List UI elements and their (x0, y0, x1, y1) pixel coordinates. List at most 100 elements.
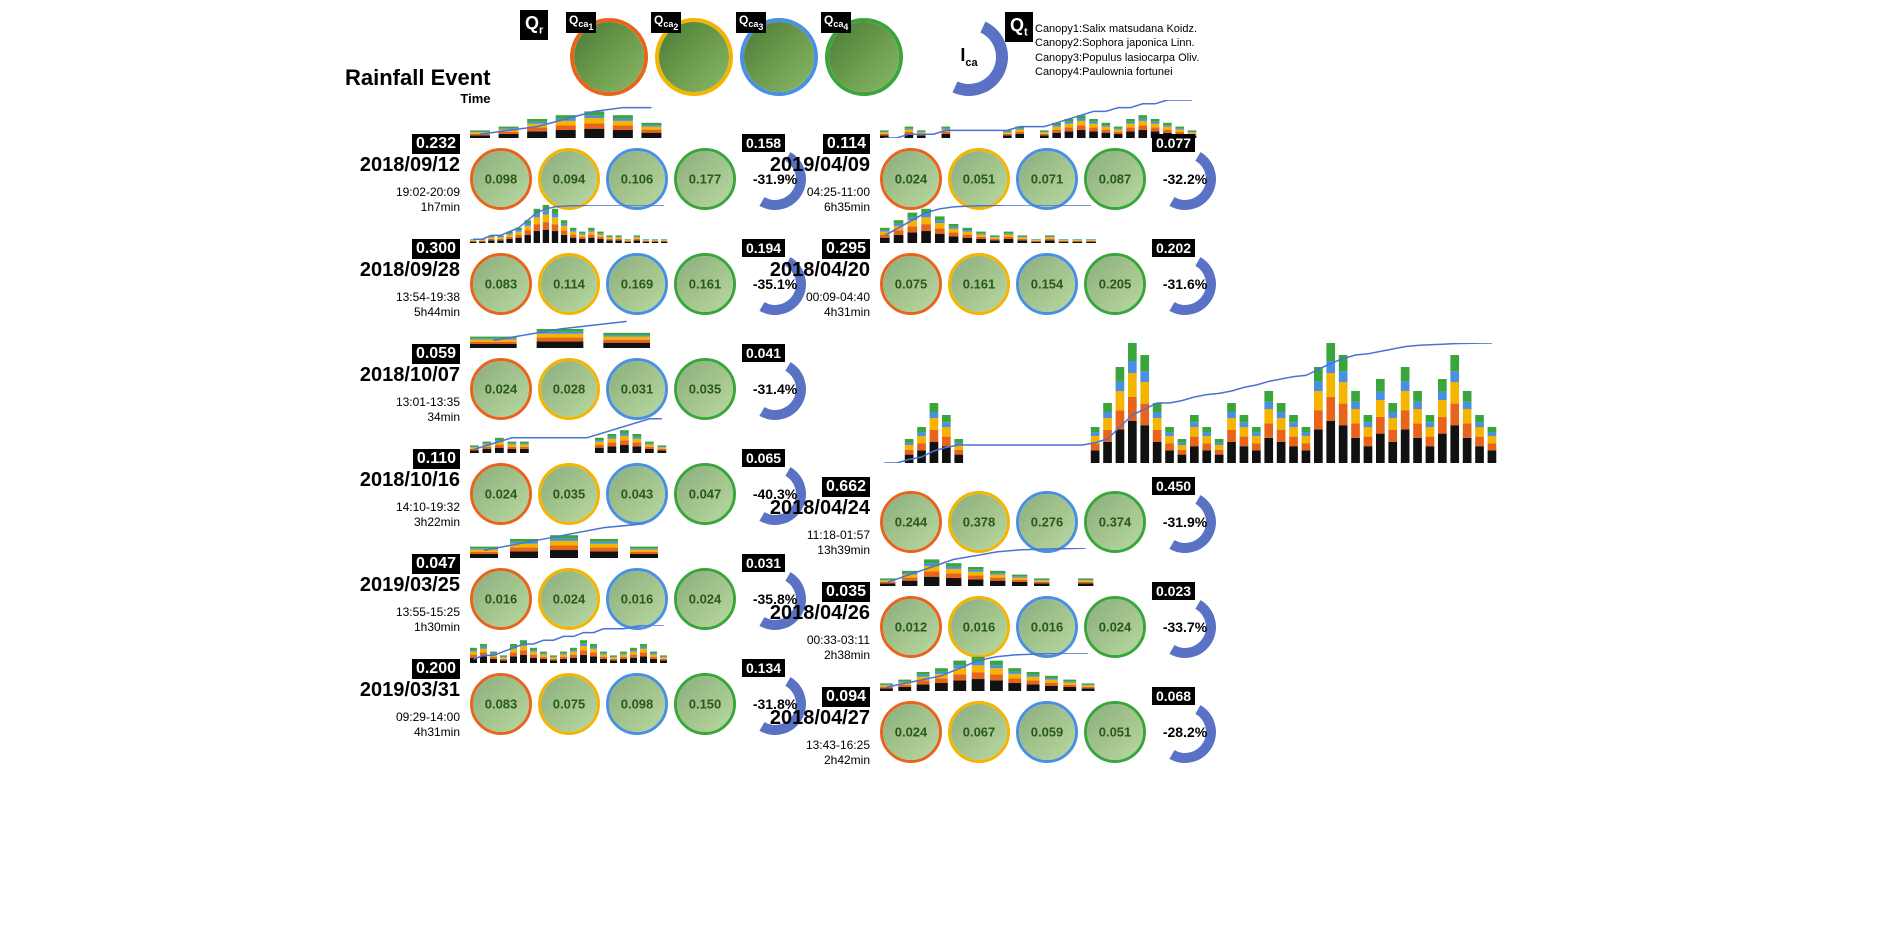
canopy-value-4: 0.150 (674, 673, 736, 735)
ica-text: -31.4% (753, 381, 797, 397)
qr-value: 0.662 (770, 477, 870, 497)
ca-value: 0.378 (963, 515, 996, 530)
event-time: 09:29-14:00 (360, 710, 460, 724)
event-duration: 1h30min (360, 620, 460, 634)
qr-value: 0.110 (360, 449, 460, 469)
ca-value: 0.012 (895, 620, 928, 635)
event-time: 11:18-01:57 (770, 528, 870, 542)
event-date: 2018/09/28 (330, 259, 460, 282)
canopy-value-4: 0.051 (1084, 701, 1146, 763)
event-time: 13:01-13:35 (360, 395, 460, 409)
ca-value: 0.083 (485, 277, 518, 292)
ca-value: 0.047 (689, 487, 722, 502)
legend-line: Canopy1:Salix matsudana Koidz. (1035, 22, 1199, 36)
event-duration: 4h31min (770, 305, 870, 319)
event-date: 2018/04/20 (740, 259, 870, 282)
event-date: 2019/03/31 (330, 679, 460, 702)
canopy-value-4: 0.087 (1084, 148, 1146, 210)
qr-letter: Q (525, 13, 539, 33)
canopy-value-3: 0.059 (1016, 701, 1078, 763)
event-row: 0.0942018/04/2713:43-16:252h42min0.0240.… (770, 683, 1230, 788)
header-qt: Qt (1005, 12, 1033, 42)
ca-value: 0.374 (1099, 515, 1132, 530)
canopy-value-2: 0.024 (538, 568, 600, 630)
canopy-value-3: 0.071 (1016, 148, 1078, 210)
canopy-label: Qca1 (566, 12, 596, 33)
canopy-value-1: 0.244 (880, 491, 942, 553)
sparkline (880, 205, 1100, 243)
canopy-value-3: 0.031 (606, 358, 668, 420)
ca-value: 0.205 (1099, 277, 1132, 292)
legend-line: Canopy4:Paulownia fortunei (1035, 65, 1199, 79)
sparkline-icon (880, 548, 1100, 586)
ica-text: -31.9% (1163, 514, 1207, 530)
sparkline (470, 520, 670, 558)
sparkline-icon (880, 343, 1500, 463)
ca-value: 0.024 (895, 172, 928, 187)
ica-value: -28.2% (1154, 701, 1216, 763)
ca-value: 0.024 (895, 725, 928, 740)
sparkline-icon (470, 520, 670, 558)
event-duration: 4h31min (360, 725, 460, 739)
canopy-value-1: 0.075 (880, 253, 942, 315)
canopy-value-2: 0.378 (948, 491, 1010, 553)
header-ica: Ica (930, 18, 1008, 96)
event-date: 2019/04/09 (740, 154, 870, 177)
canopy-value-2: 0.067 (948, 701, 1010, 763)
ca-value: 0.024 (689, 592, 722, 607)
canopy-value-4: 0.374 (1084, 491, 1146, 553)
ca-value: 0.051 (963, 172, 996, 187)
rain-title-block: Rainfall Event Time (345, 65, 490, 106)
ca-value: 0.035 (689, 382, 722, 397)
sparkline (470, 310, 670, 348)
sparkline-icon (470, 415, 670, 453)
event-date: 2018/04/27 (740, 707, 870, 730)
qr-value: 0.047 (360, 554, 460, 574)
ica-value: -31.4% (744, 358, 806, 420)
header-canopy-2: Qca2 (655, 18, 733, 96)
event-duration: 5h44min (360, 305, 460, 319)
canopy-value-2: 0.051 (948, 148, 1010, 210)
ca-value: 0.098 (621, 697, 654, 712)
legend-line: Canopy2:Sophora japonica Linn. (1035, 36, 1199, 50)
ca-value: 0.071 (1031, 172, 1064, 187)
event-time: 13:55-15:25 (360, 605, 460, 619)
canopy-value-3: 0.098 (606, 673, 668, 735)
sparkline (880, 343, 1500, 463)
ica-value: -32.2% (1154, 148, 1216, 210)
ca-value: 0.059 (1031, 725, 1064, 740)
canopy-value-3: 0.276 (1016, 491, 1078, 553)
event-time: 13:54-19:38 (360, 290, 460, 304)
canopy-label: Qca3 (736, 12, 766, 33)
event-duration: 1h7min (360, 200, 460, 214)
ca-value: 0.083 (485, 697, 518, 712)
event-duration: 6h35min (770, 200, 870, 214)
ica-text: -28.2% (1163, 724, 1207, 740)
ca-value: 0.075 (895, 277, 928, 292)
ca-value: 0.016 (485, 592, 518, 607)
sparkline-icon (880, 653, 1100, 691)
event-duration: 2h42min (770, 753, 870, 767)
ca-value: 0.244 (895, 515, 928, 530)
canopy-value-3: 0.016 (606, 568, 668, 630)
header-canopy-3: Qca3 (740, 18, 818, 96)
ca-value: 0.114 (553, 277, 585, 292)
ca-value: 0.150 (689, 697, 722, 712)
qr-value: 0.295 (770, 239, 870, 259)
event-duration: 3h22min (360, 515, 460, 529)
ca-value: 0.161 (689, 277, 722, 292)
ca-value: 0.035 (553, 487, 586, 502)
sparkline (880, 653, 1100, 691)
canopy-value-1: 0.016 (470, 568, 532, 630)
canopy-value-4: 0.024 (1084, 596, 1146, 658)
sparkline-icon (470, 625, 670, 663)
qr-header-icon: Qr (520, 10, 548, 40)
rain-title: Rainfall Event (345, 65, 490, 91)
canopy-value-2: 0.114 (538, 253, 600, 315)
canopy-value-2: 0.094 (538, 148, 600, 210)
event-date: 2018/10/16 (330, 469, 460, 492)
canopy-value-3: 0.016 (1016, 596, 1078, 658)
ca-value: 0.043 (621, 487, 654, 502)
canopy-value-1: 0.098 (470, 148, 532, 210)
ca-value: 0.067 (963, 725, 996, 740)
